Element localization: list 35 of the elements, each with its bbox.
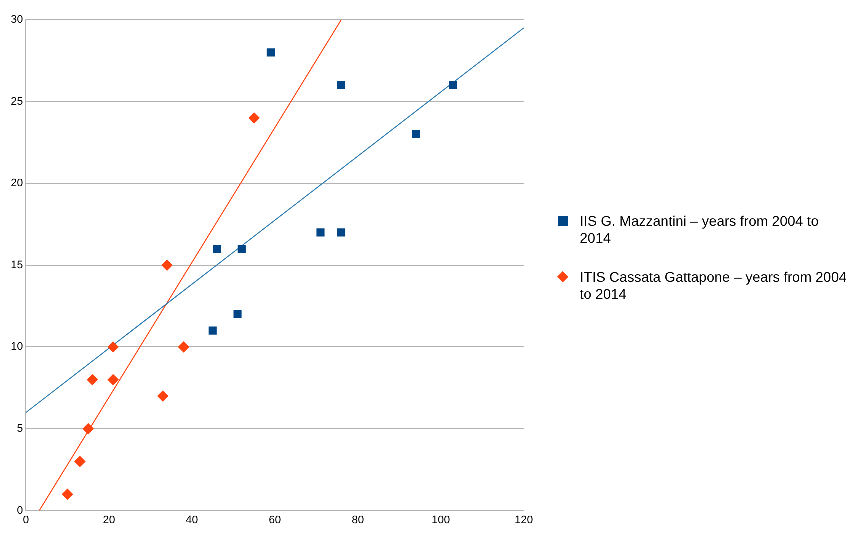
point xyxy=(316,228,325,237)
x-tick-label: 80 xyxy=(352,514,364,526)
y-tick-label: 20 xyxy=(10,178,24,190)
point xyxy=(158,390,169,402)
point xyxy=(234,310,242,319)
point xyxy=(87,374,98,386)
x-tick-label: 20 xyxy=(103,514,116,526)
point xyxy=(213,245,222,254)
point xyxy=(108,374,119,386)
point xyxy=(162,260,173,271)
legend-label: ITIS Cassata Gattapone – years from 2004 to 2014 xyxy=(580,269,848,303)
x-tick-label: 100 xyxy=(432,514,450,526)
point xyxy=(238,245,246,254)
x-tick-label: 40 xyxy=(186,514,198,526)
y-tick-label: 5 xyxy=(17,423,24,436)
point xyxy=(178,342,190,353)
point xyxy=(62,488,74,500)
y-tick-label: 15 xyxy=(10,259,24,272)
point xyxy=(74,456,86,468)
y-tick-label: 25 xyxy=(10,96,24,108)
point xyxy=(108,342,119,353)
point xyxy=(266,48,276,57)
y-tick-label: 10 xyxy=(10,341,24,354)
point xyxy=(82,424,94,434)
y-tick-label: 0 xyxy=(17,504,24,517)
point xyxy=(337,81,346,90)
point xyxy=(208,326,217,335)
point xyxy=(337,228,346,237)
legend-label: IIS G. Mazzantini – years from 2004 to 2014 xyxy=(580,213,820,247)
y-tick-label: 30 xyxy=(10,14,24,26)
x-tick-label: 60 xyxy=(268,514,282,526)
point xyxy=(248,112,260,124)
x-tick-label: 120 xyxy=(514,514,534,526)
point xyxy=(412,130,420,139)
point xyxy=(449,81,458,90)
